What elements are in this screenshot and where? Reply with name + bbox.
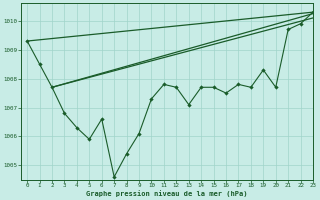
X-axis label: Graphe pression niveau de la mer (hPa): Graphe pression niveau de la mer (hPa) — [86, 190, 248, 197]
